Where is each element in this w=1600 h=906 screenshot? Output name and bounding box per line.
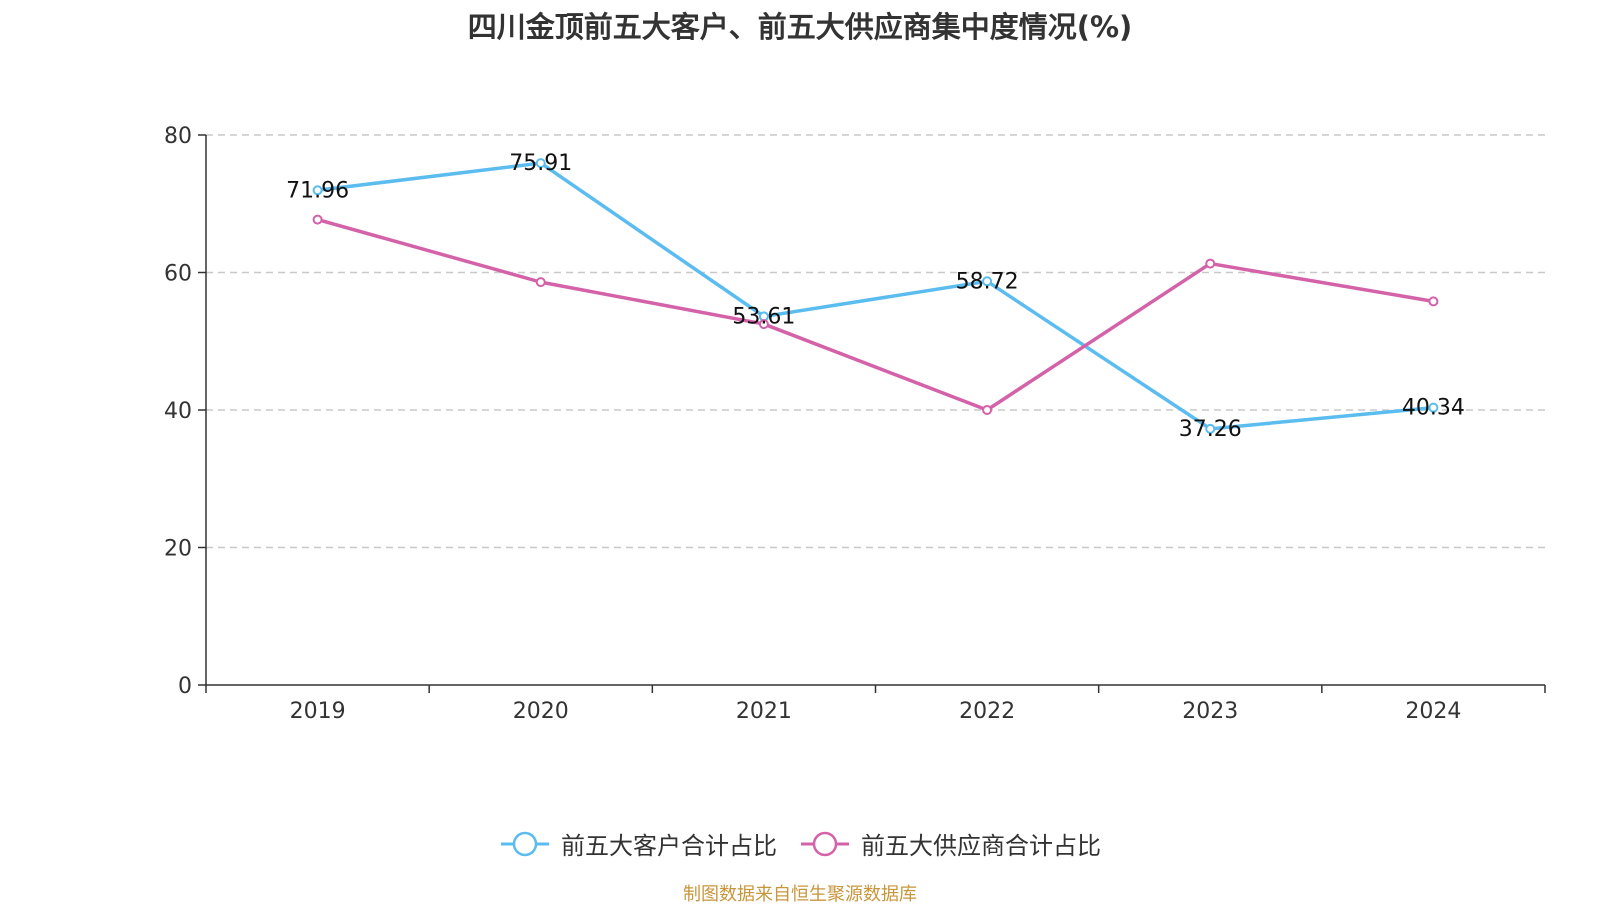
y-tick-label: 40: [164, 399, 192, 424]
series-line-1: [317, 217, 1434, 412]
y-tick-label: 20: [164, 537, 192, 562]
data-point[interactable]: [1428, 296, 1439, 307]
x-tick-label: 2020: [513, 699, 569, 724]
x-tick-label: 2022: [959, 699, 1015, 724]
data-point[interactable]: [535, 277, 546, 288]
chart-title: 四川金顶前五大客户、前五大供应商集中度情况(%): [467, 10, 1133, 44]
data-point[interactable]: [1205, 258, 1216, 269]
data-point[interactable]: [1205, 423, 1216, 434]
grid-lines: [206, 134, 1545, 549]
data-point[interactable]: [758, 319, 769, 330]
legend-marker-suppliers: [801, 831, 849, 856]
data-labels: 71.96 75.91 53.61 58.72 37.26 40.34: [286, 151, 1465, 442]
data-point[interactable]: [312, 214, 323, 225]
data-label: 75.91: [509, 151, 572, 176]
legend: 前五大客户合计占比 前五大供应商合计占比: [0, 826, 1600, 861]
series-line-0: [317, 161, 1434, 431]
legend-label-customers: 前五大客户合计占比: [561, 832, 777, 860]
data-point[interactable]: [535, 158, 546, 169]
legend-label-suppliers: 前五大供应商合计占比: [861, 832, 1101, 860]
y-tick-label: 80: [164, 124, 192, 149]
series-lines: [312, 158, 1439, 434]
axes: 0 20 40 60 80 2019 2020 2021 2022 2023 2024: [164, 124, 1546, 724]
data-label: 53.61: [732, 304, 795, 329]
x-tick-label: 2024: [1405, 699, 1461, 724]
legend-item-suppliers[interactable]: 前五大供应商合计占比: [799, 826, 1101, 861]
data-point[interactable]: [982, 405, 993, 415]
data-point[interactable]: [312, 185, 323, 196]
source-note: 制图数据来自恒生聚源数据库: [683, 884, 917, 905]
x-tick-label: 2021: [736, 699, 792, 724]
data-label: 40.34: [1402, 396, 1465, 421]
data-point[interactable]: [1428, 402, 1439, 413]
y-tick-label: 60: [164, 262, 192, 287]
data-point[interactable]: [982, 276, 993, 287]
y-tick-label: 0: [178, 674, 192, 699]
data-label: 37.26: [1179, 417, 1242, 442]
x-tick-label: 2019: [290, 699, 346, 724]
x-tick-label: 2023: [1182, 699, 1238, 724]
legend-item-customers[interactable]: 前五大客户合计占比: [499, 826, 777, 861]
data-label: 71.96: [286, 178, 349, 203]
legend-marker-customers: [501, 831, 549, 856]
data-label: 58.72: [956, 269, 1019, 294]
